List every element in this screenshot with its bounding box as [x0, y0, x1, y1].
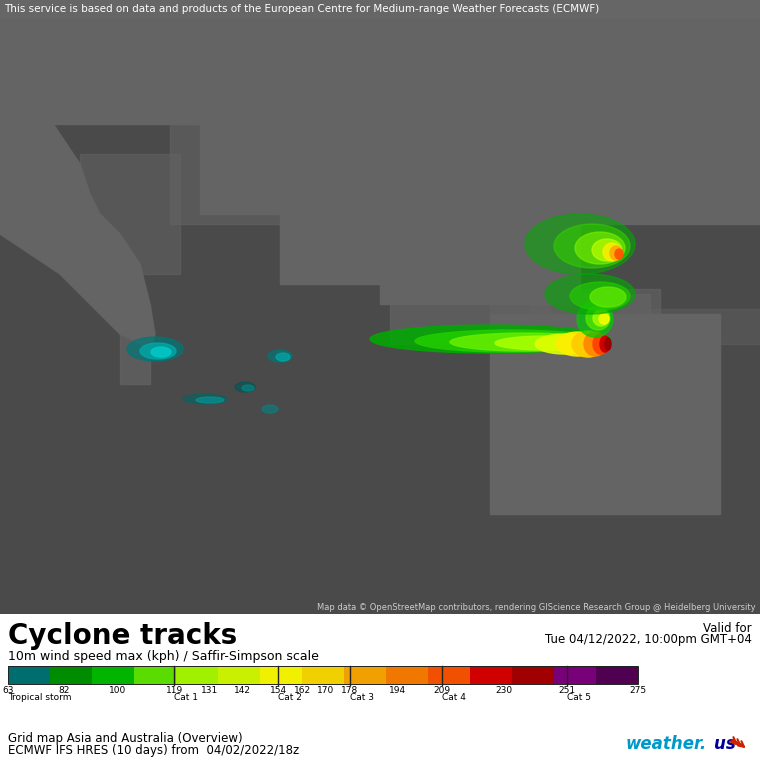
Text: 162: 162: [293, 686, 311, 695]
Polygon shape: [575, 232, 625, 264]
Polygon shape: [603, 243, 621, 261]
Polygon shape: [495, 336, 595, 350]
Polygon shape: [600, 336, 610, 352]
Polygon shape: [556, 332, 600, 356]
Polygon shape: [127, 337, 183, 361]
Polygon shape: [450, 333, 600, 351]
Bar: [386, 666, 428, 684]
Bar: [0, 0, 760, 18]
Text: 209: 209: [433, 686, 451, 695]
Polygon shape: [593, 310, 609, 326]
Text: 142: 142: [234, 686, 252, 695]
Bar: [344, 666, 386, 684]
Bar: [0, 0, 760, 54]
Bar: [92, 666, 134, 684]
Text: Cat 2: Cat 2: [278, 692, 302, 701]
Text: Cat 5: Cat 5: [567, 692, 591, 701]
Polygon shape: [605, 338, 611, 350]
Bar: [80, 154, 180, 274]
Bar: [134, 666, 176, 684]
Bar: [428, 666, 470, 684]
Bar: [120, 304, 150, 384]
Polygon shape: [370, 325, 610, 353]
Polygon shape: [584, 332, 606, 356]
Text: Valid for: Valid for: [703, 622, 752, 635]
Polygon shape: [262, 405, 278, 413]
Text: 178: 178: [341, 686, 359, 695]
Bar: [380, 174, 580, 304]
Polygon shape: [590, 287, 626, 307]
Polygon shape: [140, 343, 176, 359]
Text: 10m wind speed max (kph) / Saffir-Simpson scale: 10m wind speed max (kph) / Saffir-Simpso…: [8, 650, 319, 663]
Text: Cat 3: Cat 3: [350, 692, 374, 701]
Bar: [176, 666, 218, 684]
Polygon shape: [235, 382, 255, 392]
Bar: [260, 666, 302, 684]
Polygon shape: [572, 331, 604, 357]
Text: 194: 194: [388, 686, 406, 695]
Bar: [390, 294, 650, 344]
Polygon shape: [183, 394, 227, 404]
Text: Map data © OpenStreetMap contributors, rendering GIScience Research Group @ Heid: Map data © OpenStreetMap contributors, r…: [318, 603, 756, 612]
Text: Tue 04/12/2022, 10:00pm GMT+04: Tue 04/12/2022, 10:00pm GMT+04: [545, 633, 752, 646]
Polygon shape: [554, 224, 630, 268]
Text: 170: 170: [318, 686, 334, 695]
Bar: [650, 309, 760, 344]
Text: 63: 63: [2, 686, 14, 695]
Text: Cat 4: Cat 4: [442, 692, 466, 701]
Polygon shape: [415, 330, 605, 352]
Text: 119: 119: [166, 686, 183, 695]
Bar: [218, 666, 260, 684]
Polygon shape: [525, 214, 635, 274]
Bar: [8, 666, 638, 684]
Polygon shape: [570, 282, 630, 310]
Text: us: us: [714, 735, 736, 753]
Polygon shape: [615, 249, 623, 259]
Bar: [200, 54, 650, 214]
Bar: [50, 666, 92, 684]
Bar: [490, 314, 720, 514]
Bar: [490, 254, 550, 324]
Bar: [302, 666, 344, 684]
Bar: [596, 666, 638, 684]
Polygon shape: [151, 347, 171, 357]
Text: 251: 251: [558, 686, 575, 695]
Text: 100: 100: [109, 686, 127, 695]
Polygon shape: [242, 385, 254, 391]
Text: 131: 131: [201, 686, 219, 695]
Bar: [8, 666, 50, 684]
Bar: [554, 666, 596, 684]
Bar: [530, 289, 660, 334]
Bar: [0, 0, 450, 124]
Polygon shape: [610, 246, 622, 260]
Text: 230: 230: [496, 686, 513, 695]
Polygon shape: [268, 350, 292, 362]
Text: 154: 154: [270, 686, 287, 695]
Text: weather.: weather.: [626, 735, 708, 753]
Polygon shape: [577, 301, 613, 337]
Polygon shape: [586, 306, 610, 330]
Text: This service is based on data and products of the European Centre for Medium-ran: This service is based on data and produc…: [4, 4, 599, 14]
Polygon shape: [593, 334, 609, 354]
Polygon shape: [276, 353, 290, 361]
Polygon shape: [545, 274, 635, 314]
Bar: [450, 44, 760, 224]
Bar: [170, 124, 300, 224]
Bar: [280, 194, 400, 284]
Text: ECMWF IFS HRES (10 days) from  04/02/2022/18z: ECMWF IFS HRES (10 days) from 04/02/2022…: [8, 744, 299, 757]
Bar: [512, 666, 554, 684]
Polygon shape: [599, 314, 609, 324]
Text: Grid map Asia and Australia (Overview): Grid map Asia and Australia (Overview): [8, 732, 242, 745]
Text: Tropical storm: Tropical storm: [8, 692, 71, 701]
Polygon shape: [592, 239, 622, 261]
Polygon shape: [0, 84, 155, 354]
Text: 82: 82: [59, 686, 70, 695]
Text: Cat 1: Cat 1: [174, 692, 198, 701]
Bar: [560, 94, 680, 174]
Text: Cyclone tracks: Cyclone tracks: [8, 622, 237, 650]
Polygon shape: [196, 397, 224, 403]
Text: 275: 275: [629, 686, 647, 695]
Bar: [470, 666, 512, 684]
Polygon shape: [535, 334, 595, 354]
